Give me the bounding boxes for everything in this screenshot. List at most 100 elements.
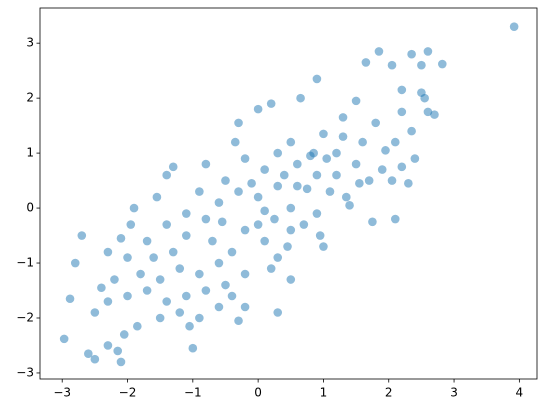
y-tick-label: −3 xyxy=(16,365,34,379)
scatter-point xyxy=(77,231,87,240)
scatter-point xyxy=(417,60,426,70)
scatter-point xyxy=(230,137,240,147)
scatter-point xyxy=(253,104,263,114)
scatter-point xyxy=(351,96,361,106)
scatter-point xyxy=(90,354,100,364)
x-tick-label: 1 xyxy=(320,386,328,400)
scatter-point xyxy=(227,247,237,257)
scatter-point xyxy=(266,99,276,108)
scatter-point xyxy=(368,217,377,227)
scatter-point xyxy=(312,74,322,84)
scatter-point xyxy=(240,225,250,235)
scatter-point xyxy=(240,154,250,163)
x-tick-label: 3 xyxy=(450,386,458,400)
scatter-point xyxy=(358,137,367,147)
scatter-point xyxy=(133,321,142,331)
scatter-point xyxy=(338,132,348,141)
scatter-point xyxy=(103,341,113,350)
scatter-point xyxy=(266,264,276,273)
scatter-point xyxy=(214,302,224,312)
scatter-point xyxy=(221,280,230,290)
scatter-point xyxy=(188,343,198,353)
scatter-point xyxy=(332,148,341,158)
scatter-point xyxy=(390,214,400,224)
scatter-point xyxy=(361,58,371,67)
scatter-point xyxy=(116,357,126,367)
scatter-point xyxy=(296,93,305,103)
scatter-point xyxy=(116,233,126,243)
scatter-point xyxy=(332,170,341,180)
scatter-point xyxy=(110,275,119,284)
scatter-point xyxy=(126,220,136,229)
x-tick-label: 2 xyxy=(385,386,393,400)
y-tick-label: 3 xyxy=(26,36,34,50)
scatter-point xyxy=(234,316,243,326)
scatter-point xyxy=(286,137,296,147)
scatter-point xyxy=(279,170,289,180)
scatter-point xyxy=(390,137,400,147)
scatter-point xyxy=(273,308,283,317)
scatter-point xyxy=(338,113,348,122)
scatter-point xyxy=(270,214,279,224)
scatter-point xyxy=(293,181,302,191)
scatter-point xyxy=(195,187,204,196)
scatter-point xyxy=(201,159,211,169)
scatter-point xyxy=(253,192,263,202)
scatter-point xyxy=(273,148,283,158)
scatter-point xyxy=(260,206,269,216)
scatter-point xyxy=(397,107,407,117)
scatter-point xyxy=(374,47,384,56)
scatter-point xyxy=(371,118,380,128)
x-tick-label: −3 xyxy=(53,386,71,400)
x-tick-label: −2 xyxy=(119,386,137,400)
scatter-point xyxy=(273,181,283,191)
scatter-point xyxy=(302,184,312,194)
scatter-point xyxy=(195,313,204,323)
y-tick-label: 0 xyxy=(26,201,34,215)
scatter-point xyxy=(319,129,328,139)
scatter-point xyxy=(214,258,224,268)
x-tick-label: 4 xyxy=(516,386,524,400)
scatter-point xyxy=(351,159,361,169)
scatter-point xyxy=(509,22,519,31)
scatter-point xyxy=(136,269,145,279)
scatter-point xyxy=(162,297,171,306)
scatter-point xyxy=(181,291,191,301)
scatter-point xyxy=(299,220,309,229)
scatter-point xyxy=(155,275,165,284)
scatter-point xyxy=(103,297,113,306)
scatter-point xyxy=(201,286,211,295)
scatter-point xyxy=(247,179,256,188)
y-tick-label: −1 xyxy=(16,256,34,270)
y-tick-label: 1 xyxy=(26,146,34,160)
scatter-point xyxy=(387,176,397,185)
scatter-point xyxy=(129,203,139,213)
scatter-point xyxy=(312,170,322,180)
scatter-point xyxy=(175,308,185,317)
scatter-point xyxy=(113,346,123,356)
scatter-point xyxy=(397,162,407,172)
scatter-point xyxy=(293,159,302,169)
scatter-point xyxy=(315,231,325,240)
scatter-point xyxy=(59,334,69,344)
scatter-point xyxy=(407,126,416,136)
scatter-point xyxy=(162,220,171,229)
scatter-point xyxy=(142,286,152,295)
scatter-point xyxy=(227,291,237,301)
scatter-point xyxy=(355,179,364,188)
scatter-point xyxy=(240,269,250,279)
x-tick-label: 0 xyxy=(254,386,262,400)
scatter-point xyxy=(404,179,413,188)
scatter-point xyxy=(162,170,171,180)
scatter-point xyxy=(286,203,296,213)
scatter-point xyxy=(260,236,269,246)
scatter-point xyxy=(381,146,390,155)
scatter-point xyxy=(201,214,211,224)
scatter-point xyxy=(410,154,420,163)
scatter-point xyxy=(377,165,387,174)
scatter-point xyxy=(185,321,194,331)
scatter-point xyxy=(149,253,158,262)
scatter-point xyxy=(345,201,354,210)
scatter-point xyxy=(407,49,416,59)
